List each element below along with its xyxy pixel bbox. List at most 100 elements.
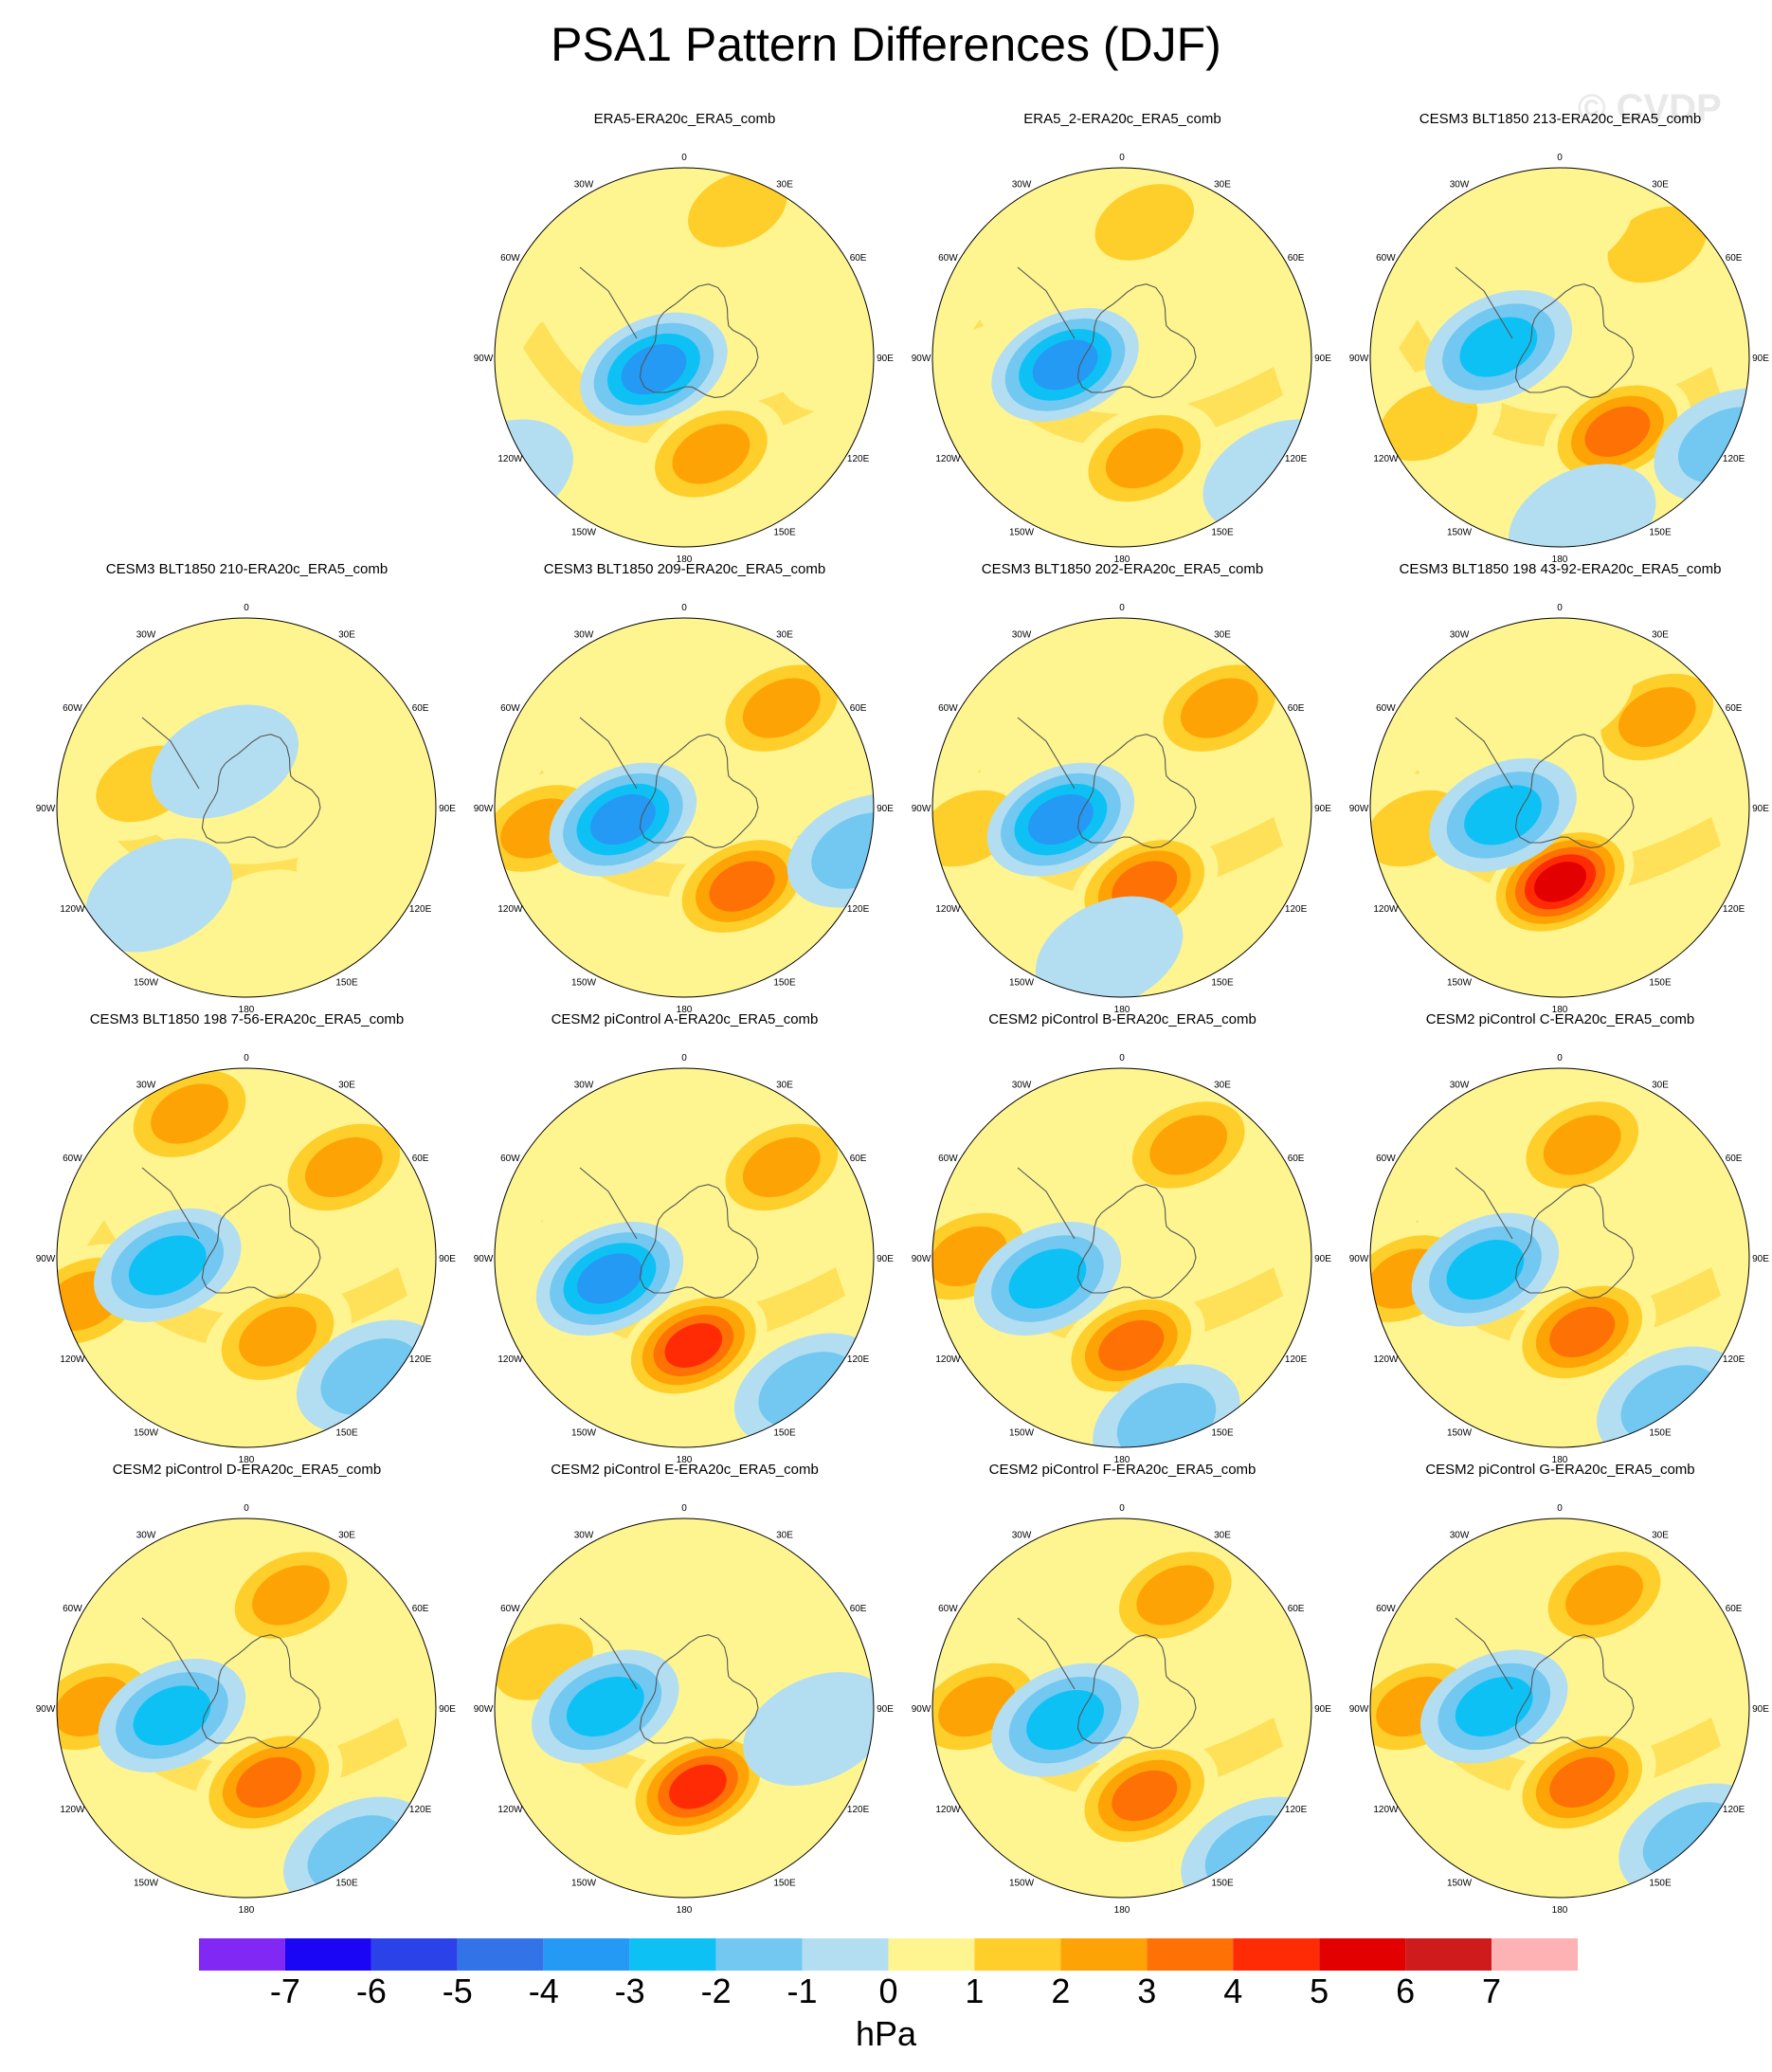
low-anomaly (1509, 463, 1656, 547)
longitude-label: 0 (681, 603, 687, 613)
longitude-label: 150W (1009, 1428, 1035, 1439)
longitude-label: 120E (1285, 904, 1308, 915)
peninsula-coastline (1017, 1617, 1076, 1690)
longitude-label: 30W (574, 179, 594, 190)
longitude-label: 30W (1450, 1530, 1470, 1540)
low-anomaly (128, 1235, 207, 1296)
longitude-label: 120W (60, 1354, 85, 1365)
longitude-label: 150W (1447, 978, 1473, 989)
longitude-label: 90W (474, 354, 494, 364)
longitude-label: 150E (1211, 978, 1234, 989)
high-anomaly (1112, 1770, 1178, 1822)
antarctica-coastline (639, 283, 759, 398)
high-anomaly (252, 1565, 330, 1626)
longitude-label: 30W (1012, 629, 1032, 640)
longitude-label: 90E (877, 354, 894, 364)
map-border (56, 1067, 437, 1448)
high-anomaly (239, 1306, 316, 1367)
longitude-label: 90E (877, 1704, 894, 1715)
longitude-label: 60E (1288, 1154, 1305, 1164)
panel-title: CESM3 BLT1850 213-ERA20c_ERA5_comb (1419, 111, 1702, 127)
longitude-label: 30E (1652, 1080, 1669, 1090)
longitude-label: 60W (1376, 1154, 1396, 1164)
map-panel: CESM2 piControl G-ERA20c_ERA5_comb 0 30E 60… (1340, 1462, 1772, 1916)
high-anomaly (304, 1136, 383, 1198)
longitude-label: 120E (1723, 1354, 1745, 1365)
longitude-label: 150W (571, 978, 597, 989)
longitude-label: 30E (776, 1530, 793, 1540)
longitude-label: 90E (439, 1704, 456, 1715)
low-anomaly (621, 343, 687, 395)
low-anomaly (566, 1676, 644, 1737)
peninsula-coastline (579, 717, 638, 790)
high-anomaly (633, 1538, 781, 1652)
high-anomaly (296, 793, 436, 908)
high-anomaly (1607, 206, 1708, 283)
low-anomaly (1026, 1690, 1104, 1751)
colorbar-swatch (1492, 1938, 1578, 1971)
longitude-label: 60E (1726, 703, 1743, 714)
antarctica-coastline (201, 734, 321, 848)
antarctica-coastline (639, 1184, 759, 1299)
low-anomaly (1446, 1240, 1525, 1300)
map-border (494, 1067, 875, 1448)
low-anomaly (1464, 785, 1542, 845)
longitude-label: 30E (1214, 1530, 1231, 1540)
longitude-label: 150W (1447, 528, 1473, 538)
longitude-label: 30W (574, 629, 594, 640)
longitude-label: 180 (1552, 554, 1568, 565)
longitude-label: 90W (474, 1704, 494, 1715)
high-anomaly (742, 678, 821, 738)
high-anomaly (1486, 168, 1635, 280)
longitude-label: 0 (1119, 153, 1125, 163)
polar-map: 0 30E 60E 90E 120E 150E 180 150W 120W 90W 60W 30W (36, 603, 457, 1015)
high-anomaly (1486, 638, 1635, 752)
longitude-label: 30E (1652, 179, 1669, 190)
peninsula-coastline (579, 266, 638, 339)
colorbar-tick-label: 7 (1482, 1972, 1502, 2010)
longitude-label: 30W (1450, 1080, 1470, 1090)
longitude-label: 60E (1726, 1604, 1743, 1614)
low-anomaly (1032, 339, 1098, 391)
colorbar-tick-label: -1 (787, 1972, 818, 2010)
peninsula-coastline (1455, 717, 1513, 790)
longitude-label: 0 (244, 603, 249, 613)
low-anomaly (1459, 317, 1538, 377)
longitude-label: 90W (36, 1254, 56, 1264)
peninsula-coastline (1017, 717, 1076, 790)
longitude-label: 180 (1552, 1005, 1568, 1015)
panel-title: CESM2 piControl E-ERA20c_ERA5_comb (551, 1462, 819, 1478)
longitude-label: 150W (134, 978, 159, 989)
high-anomaly (664, 1323, 723, 1368)
longitude-label: 60W (938, 703, 958, 714)
high-anomaly (1149, 1115, 1228, 1175)
longitude-label: 120W (935, 1805, 961, 1815)
longitude-label: 120E (1723, 904, 1745, 915)
longitude-label: 120W (60, 1805, 85, 1815)
longitude-label: 120E (1723, 454, 1745, 464)
longitude-label: 150E (335, 1879, 358, 1889)
longitude-label: 0 (681, 1053, 687, 1063)
peninsula-coastline (579, 1167, 638, 1240)
colorbar-tick-label: 1 (965, 1972, 985, 2010)
longitude-label: 30W (574, 1530, 594, 1540)
panel-title: CESM2 piControl C-ERA20c_ERA5_comb (1425, 1011, 1695, 1027)
colorbar-swatch (974, 1938, 1061, 1971)
colorbar-tick-label: 2 (1051, 1972, 1071, 2010)
panel-title: ERA5-ERA20c_ERA5_comb (593, 111, 776, 127)
longitude-label: 120W (1373, 1805, 1399, 1815)
map-border (1369, 1518, 1750, 1899)
longitude-label: 30W (1012, 179, 1032, 190)
longitude-label: 150W (134, 1428, 159, 1439)
longitude-label: 30E (1214, 1080, 1231, 1090)
longitude-label: 60W (938, 253, 958, 264)
colorbar-swatch (629, 1938, 716, 1971)
longitude-label: 0 (1557, 1503, 1563, 1514)
polar-map: 0 30E 60E 90E 120E 150E 180 150W 120W 90W 60W 30W (1349, 153, 1770, 565)
longitude-label: 30E (776, 629, 793, 640)
colorbar-swatch (457, 1938, 544, 1971)
map-panel: CESM2 piControl B-ERA20c_ERA5_comb 0 30E 60… (902, 1011, 1343, 1465)
longitude-label: 60E (1726, 253, 1743, 264)
longitude-label: 180 (239, 1005, 255, 1015)
longitude-label: 30E (338, 1080, 355, 1090)
